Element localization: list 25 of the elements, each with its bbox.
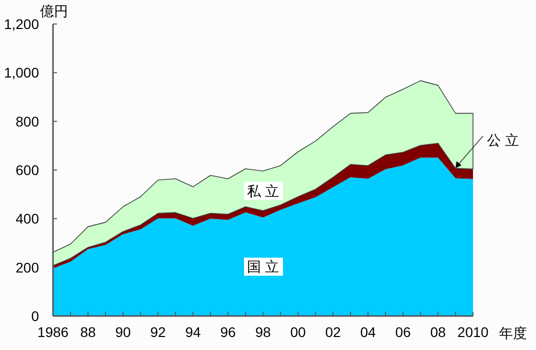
y-tick-label: 600	[16, 162, 40, 178]
x-tick-label: 98	[255, 324, 271, 340]
series-label: 公立	[487, 132, 523, 148]
y-tick-label: 800	[16, 113, 40, 130]
x-axis-title: 年度	[499, 325, 527, 341]
x-tick-label: 2010	[457, 324, 489, 340]
x-tick-label: 96	[220, 324, 236, 340]
x-tick-label: 02	[325, 324, 341, 340]
y-tick-label: 1,000	[4, 64, 40, 81]
y-tick-label: 400	[16, 210, 40, 227]
x-tick-label: 1986	[37, 324, 69, 340]
series-label: 国立	[247, 258, 283, 275]
x-tick-label: 06	[395, 324, 411, 340]
y-tick-label: 1,200	[4, 16, 40, 32]
y-tick-label: 200	[16, 259, 40, 276]
y-tick-label: 0	[31, 308, 40, 324]
x-tick-label: 94	[185, 324, 201, 340]
x-tick-label: 92	[150, 324, 166, 340]
x-tick-label: 88	[80, 324, 96, 340]
y-axis-title: 億円	[40, 3, 68, 19]
x-tick-label: 04	[360, 324, 376, 340]
x-tick-label: 90	[115, 324, 131, 340]
series-label: 私立	[247, 182, 283, 199]
x-tick-label: 00	[290, 324, 306, 340]
x-tick-label: 08	[430, 324, 446, 340]
